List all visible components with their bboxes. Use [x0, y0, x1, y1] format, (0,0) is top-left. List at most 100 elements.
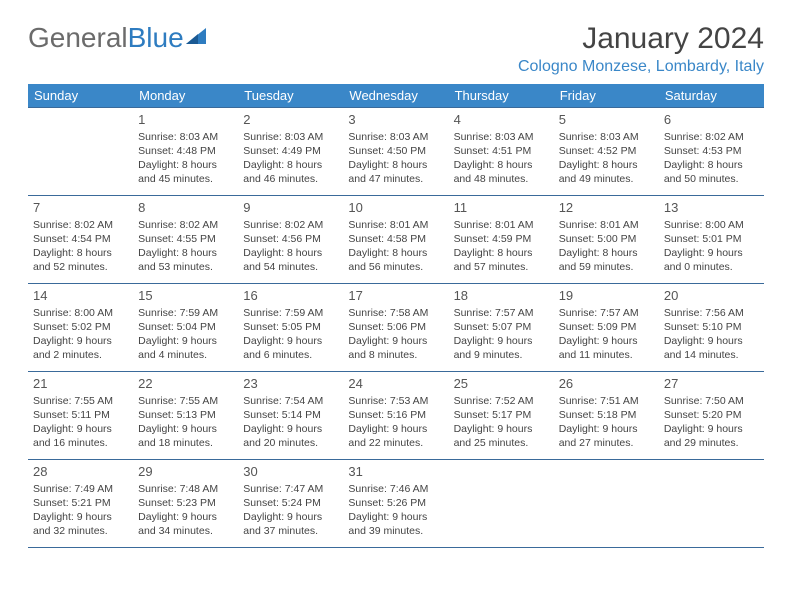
sunrise-text: Sunrise: 7:54 AM [243, 394, 338, 408]
day-number: 10 [348, 199, 443, 217]
sunrise-text: Sunrise: 7:57 AM [559, 306, 654, 320]
logo-text-blue: Blue [128, 22, 184, 53]
calendar-day-cell: 20Sunrise: 7:56 AMSunset: 5:10 PMDayligh… [659, 284, 764, 372]
calendar-day-cell [28, 108, 133, 196]
sunset-text: Sunset: 5:07 PM [454, 320, 549, 334]
sunset-text: Sunset: 5:10 PM [664, 320, 759, 334]
day-number: 28 [33, 463, 128, 481]
sunset-text: Sunset: 4:58 PM [348, 232, 443, 246]
calendar-day-cell: 30Sunrise: 7:47 AMSunset: 5:24 PMDayligh… [238, 460, 343, 548]
daylight-text: and 34 minutes. [138, 524, 233, 538]
day-number: 9 [243, 199, 338, 217]
calendar-day-cell: 31Sunrise: 7:46 AMSunset: 5:26 PMDayligh… [343, 460, 448, 548]
day-number: 15 [138, 287, 233, 305]
calendar-week-row: 7Sunrise: 8:02 AMSunset: 4:54 PMDaylight… [28, 196, 764, 284]
weekday-header: Saturday [659, 84, 764, 108]
daylight-text: and 53 minutes. [138, 260, 233, 274]
sunrise-text: Sunrise: 8:00 AM [664, 218, 759, 232]
daylight-text: and 4 minutes. [138, 348, 233, 362]
day-number: 12 [559, 199, 654, 217]
daylight-text: Daylight: 8 hours [559, 158, 654, 172]
calendar-day-cell: 13Sunrise: 8:00 AMSunset: 5:01 PMDayligh… [659, 196, 764, 284]
daylight-text: Daylight: 9 hours [33, 422, 128, 436]
header: GeneralBlue January 2024 Cologno Monzese… [28, 22, 764, 76]
sunset-text: Sunset: 4:52 PM [559, 144, 654, 158]
calendar-day-cell: 23Sunrise: 7:54 AMSunset: 5:14 PMDayligh… [238, 372, 343, 460]
calendar-day-cell: 29Sunrise: 7:48 AMSunset: 5:23 PMDayligh… [133, 460, 238, 548]
daylight-text: Daylight: 9 hours [454, 422, 549, 436]
sunset-text: Sunset: 5:00 PM [559, 232, 654, 246]
day-number: 24 [348, 375, 443, 393]
calendar-day-cell [449, 460, 554, 548]
sunset-text: Sunset: 4:55 PM [138, 232, 233, 246]
calendar-day-cell: 19Sunrise: 7:57 AMSunset: 5:09 PMDayligh… [554, 284, 659, 372]
sunset-text: Sunset: 5:01 PM [664, 232, 759, 246]
calendar-day-cell: 26Sunrise: 7:51 AMSunset: 5:18 PMDayligh… [554, 372, 659, 460]
calendar-day-cell: 6Sunrise: 8:02 AMSunset: 4:53 PMDaylight… [659, 108, 764, 196]
sunrise-text: Sunrise: 8:00 AM [33, 306, 128, 320]
daylight-text: Daylight: 8 hours [454, 158, 549, 172]
calendar-day-cell: 15Sunrise: 7:59 AMSunset: 5:04 PMDayligh… [133, 284, 238, 372]
logo-text-general: General [28, 22, 128, 53]
daylight-text: Daylight: 8 hours [33, 246, 128, 260]
sunset-text: Sunset: 5:06 PM [348, 320, 443, 334]
daylight-text: and 25 minutes. [454, 436, 549, 450]
sunset-text: Sunset: 4:48 PM [138, 144, 233, 158]
calendar-day-cell: 16Sunrise: 7:59 AMSunset: 5:05 PMDayligh… [238, 284, 343, 372]
calendar-day-cell: 10Sunrise: 8:01 AMSunset: 4:58 PMDayligh… [343, 196, 448, 284]
sunrise-text: Sunrise: 7:55 AM [138, 394, 233, 408]
weekday-header: Monday [133, 84, 238, 108]
daylight-text: and 56 minutes. [348, 260, 443, 274]
sunrise-text: Sunrise: 7:46 AM [348, 482, 443, 496]
daylight-text: and 39 minutes. [348, 524, 443, 538]
calendar-day-cell [659, 460, 764, 548]
sunrise-text: Sunrise: 8:02 AM [664, 130, 759, 144]
day-number: 31 [348, 463, 443, 481]
daylight-text: and 46 minutes. [243, 172, 338, 186]
calendar-day-cell: 27Sunrise: 7:50 AMSunset: 5:20 PMDayligh… [659, 372, 764, 460]
daylight-text: and 29 minutes. [664, 436, 759, 450]
sunset-text: Sunset: 4:59 PM [454, 232, 549, 246]
sunrise-text: Sunrise: 8:02 AM [243, 218, 338, 232]
day-number: 2 [243, 111, 338, 129]
daylight-text: and 48 minutes. [454, 172, 549, 186]
calendar-day-cell: 14Sunrise: 8:00 AMSunset: 5:02 PMDayligh… [28, 284, 133, 372]
daylight-text: Daylight: 9 hours [348, 510, 443, 524]
day-number: 26 [559, 375, 654, 393]
sunrise-text: Sunrise: 8:02 AM [138, 218, 233, 232]
daylight-text: Daylight: 9 hours [559, 334, 654, 348]
daylight-text: Daylight: 9 hours [348, 334, 443, 348]
sunset-text: Sunset: 5:09 PM [559, 320, 654, 334]
sunset-text: Sunset: 5:11 PM [33, 408, 128, 422]
day-number: 6 [664, 111, 759, 129]
calendar-day-cell: 4Sunrise: 8:03 AMSunset: 4:51 PMDaylight… [449, 108, 554, 196]
day-number: 18 [454, 287, 549, 305]
daylight-text: Daylight: 8 hours [454, 246, 549, 260]
day-number: 16 [243, 287, 338, 305]
daylight-text: Daylight: 9 hours [138, 510, 233, 524]
sunrise-text: Sunrise: 8:01 AM [454, 218, 549, 232]
sunrise-text: Sunrise: 8:03 AM [454, 130, 549, 144]
calendar-day-cell: 21Sunrise: 7:55 AMSunset: 5:11 PMDayligh… [28, 372, 133, 460]
weekday-header: Sunday [28, 84, 133, 108]
daylight-text: and 11 minutes. [559, 348, 654, 362]
day-number: 17 [348, 287, 443, 305]
daylight-text: Daylight: 9 hours [664, 246, 759, 260]
day-number: 23 [243, 375, 338, 393]
calendar-day-cell: 2Sunrise: 8:03 AMSunset: 4:49 PMDaylight… [238, 108, 343, 196]
daylight-text: and 27 minutes. [559, 436, 654, 450]
daylight-text: Daylight: 9 hours [664, 422, 759, 436]
daylight-text: and 52 minutes. [33, 260, 128, 274]
sunset-text: Sunset: 4:51 PM [454, 144, 549, 158]
daylight-text: and 8 minutes. [348, 348, 443, 362]
day-number: 5 [559, 111, 654, 129]
calendar-day-cell: 5Sunrise: 8:03 AMSunset: 4:52 PMDaylight… [554, 108, 659, 196]
day-number: 13 [664, 199, 759, 217]
calendar-day-cell: 11Sunrise: 8:01 AMSunset: 4:59 PMDayligh… [449, 196, 554, 284]
daylight-text: Daylight: 9 hours [348, 422, 443, 436]
day-number: 20 [664, 287, 759, 305]
sunrise-text: Sunrise: 7:49 AM [33, 482, 128, 496]
daylight-text: and 22 minutes. [348, 436, 443, 450]
day-number: 1 [138, 111, 233, 129]
daylight-text: and 18 minutes. [138, 436, 233, 450]
